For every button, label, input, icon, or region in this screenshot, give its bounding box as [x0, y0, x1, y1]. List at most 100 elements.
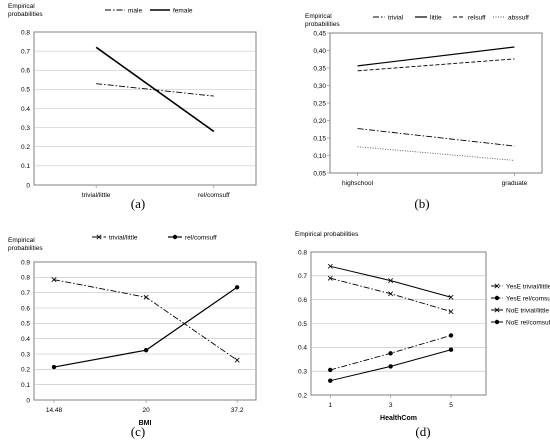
caption-c: (c) [130, 424, 146, 439]
chart-b-legend-label: abssuff [508, 14, 529, 21]
chart-panel-a: 0 0.1 0.2 0.3 0.4 0.5 0.6 0.7 0.8 trivial/little r… [0, 0, 275, 200]
chart-d-y-axis-label: Empirical probabilities [295, 231, 359, 238]
chart-d-series-0-point [388, 291, 394, 297]
chart-c-series-0-point [51, 277, 57, 283]
chart-a-y-tick-label: 0.2 [21, 144, 30, 151]
chart-c-x-tick-label: 37.2 [231, 407, 244, 414]
chart-c-y-axis-label: Empirical [8, 237, 35, 244]
chart-c-legend-marker [172, 234, 178, 240]
chart-c-series-0-point-b [51, 277, 57, 283]
chart-c-series-1-point [51, 364, 57, 370]
chart-d-series-0-point [448, 309, 454, 315]
chart-a-y-tick-label: 0.4 [21, 106, 30, 113]
chart-d-y-tick-label: 0.5 [298, 321, 307, 328]
chart-a-y-tick-label: 0 [26, 182, 30, 189]
chart-c-legend-label: trivial/little [109, 234, 138, 241]
chart-b-y-tick-label: 0,20 [313, 118, 326, 125]
chart-b-y-axis-label: probabilities [305, 21, 340, 28]
chart-d-series-0-point-b [327, 275, 333, 281]
chart-a-svg: 0 0.1 0.2 0.3 0.4 0.5 0.6 0.7 0.8 trivial/little r… [8, 3, 257, 199]
chart-a-y-tick-label: 0.3 [21, 125, 30, 132]
chart-c-y-tick-label: 0.2 [21, 367, 30, 374]
chart-b-series-2-line [357, 58, 515, 72]
chart-d-series-0-point [327, 275, 333, 281]
chart-d-series-2-point-b [388, 278, 394, 284]
chart-a-y-tick-label: 0.6 [21, 68, 30, 75]
chart-c-y-tick-label: 0.3 [21, 351, 30, 358]
chart-a-y-tick-label: 0.1 [21, 163, 30, 170]
chart-b-y-tick-label: 0,35 [313, 65, 326, 72]
chart-d-series-3-point [388, 364, 393, 369]
chart-b-y-tick-label: 0,05 [313, 170, 326, 177]
chart-d-legend-label: NoE trivial/little [506, 307, 549, 314]
chart-b-y-tick-label: 0,45 [313, 30, 326, 37]
chart-d-series-2-point [448, 294, 454, 300]
chart-c-legend-label: rel/comsuff [185, 234, 217, 241]
chart-c-y-axis-label: probabilities [8, 245, 43, 252]
chart-c-x-axis-label: BMI [139, 420, 152, 427]
chart-d-legend-marker [494, 319, 500, 325]
chart-a-legend-label: male [128, 7, 142, 14]
chart-c-y-tick-label: 0 [26, 397, 30, 404]
chart-d-legend-marker [494, 283, 500, 289]
chart-d-y-tick-label: 0.4 [298, 345, 307, 352]
chart-b-x-tick-label: highschool [342, 180, 374, 187]
chart-c-y-tick-label: 0.8 [21, 275, 30, 282]
chart-c-series-0-point-b [143, 294, 149, 300]
chart-a-y-tick-label: 0.8 [21, 29, 30, 36]
chart-d-legend-marker [494, 307, 500, 313]
chart-c-series-1-point [143, 347, 149, 353]
chart-d-legend-label: NoE rel/comsuff [506, 319, 550, 326]
chart-b-y-tick-label: 0,15 [313, 135, 326, 142]
chart-c-series-0-point-b [234, 357, 240, 363]
chart-a-x-tick-label: trivial/little [82, 192, 111, 199]
chart-d-series-1-point [328, 367, 333, 373]
caption-b: (b) [414, 196, 430, 211]
chart-c-y-tick-label: 0.9 [21, 259, 30, 266]
chart-c-y-tick-label: 0.6 [21, 305, 30, 312]
chart-c-y-tick-label: 0.1 [21, 382, 30, 389]
chart-c-series-1-point [234, 285, 240, 290]
chart-c-y-tick-label: 0.5 [21, 321, 30, 328]
chart-c-y-tick-label: 0.7 [21, 290, 30, 297]
chart-d-x-tick-label: 3 [389, 402, 393, 409]
chart-b-svg: 0,05 0,10 0,15 0,20 0,25 0,30 0,35 0,40 0,45 high… [305, 13, 543, 187]
chart-d-series-2-point [388, 278, 394, 284]
chart-d-y-tick-label: 0.2 [298, 392, 307, 399]
chart-a-y-tick-label: 0.5 [21, 87, 30, 94]
chart-b-y-tick-label: 0,40 [313, 48, 326, 55]
chart-d-series-0-point-b [388, 291, 394, 297]
chart-d-series-3-point [328, 378, 333, 383]
chart-b-y-tick-label: 0,10 [313, 153, 326, 160]
chart-b-legend-label: trivial [388, 14, 404, 21]
chart-d-y-tick-label: 0.3 [298, 368, 307, 375]
chart-c-x-tick-label: 14.48 [46, 407, 63, 414]
chart-b-y-axis-label: Empirical [305, 13, 332, 20]
chart-c-series-0-point [234, 357, 240, 363]
chart-panel-d: 0.2 0.3 0.4 0.5 0.6 0.7 0.8 1 3 5 Empirical probab… [275, 222, 550, 422]
chart-c-series-0-point [143, 294, 149, 300]
caption-d: (d) [415, 424, 431, 439]
chart-d-x-tick-label: 5 [449, 402, 453, 409]
chart-d-legend-marker-b [494, 283, 500, 289]
chart-b-y-tick-label: 0,25 [313, 100, 326, 107]
chart-d-y-tick-label: 0.8 [298, 249, 307, 256]
chart-c-plot-area [33, 261, 257, 401]
chart-c-legend-marker-b [96, 234, 102, 240]
chart-d-x-tick-label: 1 [328, 402, 332, 409]
chart-b-plot-area [329, 32, 543, 174]
chart-c-y-tick-label: 0.4 [21, 336, 30, 343]
chart-d-x-axis-label: HealthCom [380, 415, 417, 422]
chart-d-series-2-point [327, 263, 333, 269]
chart-d-y-tick-label: 0.7 [298, 273, 307, 280]
chart-a-legend-label: female [173, 7, 193, 14]
chart-d-legend-marker-b [494, 307, 500, 313]
chart-d-series-1-point [388, 351, 393, 356]
chart-d-series-1-point [448, 333, 454, 338]
chart-b-series-1-line [357, 46, 515, 67]
chart-b-y-tick-label: 0,30 [313, 83, 326, 90]
chart-a-y-axis-label: Empirical [8, 3, 35, 10]
chart-c-legend-marker [96, 234, 102, 240]
chart-d-svg: 0.2 0.3 0.4 0.5 0.6 0.7 0.8 1 3 5 Empirical probab… [295, 231, 550, 422]
chart-panel-c: 0 0.1 0.2 0.3 0.4 0.5 0.6 0.7 0.8 0.9 14.48 20 37.2 E… [0, 222, 275, 427]
